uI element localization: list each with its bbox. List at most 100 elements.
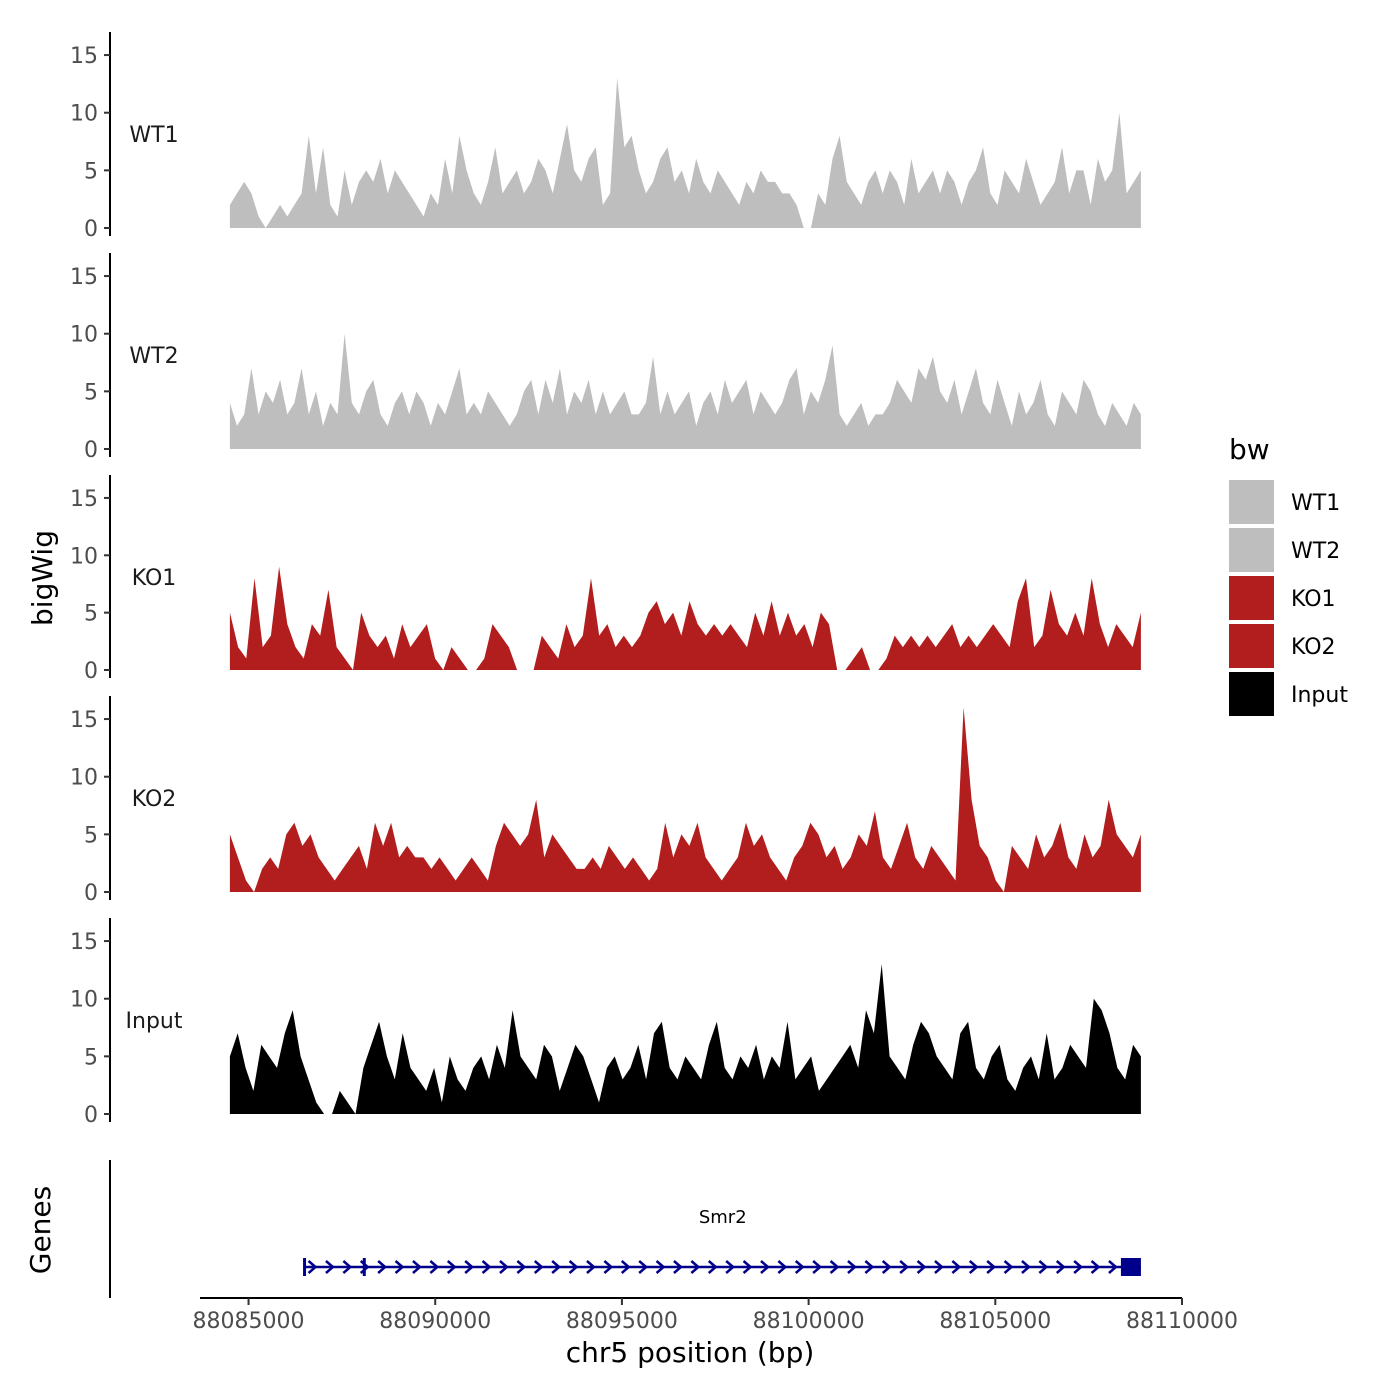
legend-swatch-wt2: [1229, 528, 1274, 572]
legend-label-input: Input: [1291, 683, 1348, 708]
y-tick-label: 15: [70, 44, 98, 69]
legend-items: WT1 WT2 KO1 KO2 Input: [1229, 480, 1348, 716]
y-tick-label: 0: [84, 217, 98, 242]
genes-panel-title: Genes: [24, 1186, 57, 1274]
gene-strand-chevron: [864, 1260, 875, 1274]
x-tick-label: 88085000: [193, 1309, 305, 1334]
y-tick-label: 0: [84, 659, 98, 684]
coverage-area-input: [229, 964, 1141, 1114]
gene-strand-chevron: [603, 1260, 614, 1274]
coverage-area-ko2: [229, 707, 1141, 892]
gene-strand-chevron: [429, 1260, 440, 1274]
track-label: KO2: [132, 787, 177, 812]
y-tick-label: 5: [84, 380, 98, 405]
gene-strand-chevron: [551, 1260, 562, 1274]
tracks-group: 0 5 10 15 WT1 0 5 10 15 WT2 0 5 10 15 KO1 0 5 10 15 KO2 0 5 10…: [70, 32, 1141, 1128]
gene-exon: [362, 1258, 366, 1276]
legend-label-ko2: KO2: [1291, 635, 1336, 660]
y-tick-label: 10: [70, 323, 98, 348]
x-axis-title: chr5 position (bp): [566, 1336, 815, 1369]
gene-exon: [303, 1258, 307, 1276]
y-axis-title: bigWig: [26, 530, 59, 626]
legend-label-ko1: KO1: [1291, 587, 1336, 612]
y-tick-label: 10: [70, 988, 98, 1013]
gene-strand-chevron: [412, 1260, 422, 1274]
y-tick-label: 10: [70, 102, 98, 127]
gene-strand-chevron: [829, 1260, 840, 1274]
legend-label-wt2: WT2: [1291, 539, 1340, 564]
track-input: 0 5 10 15 Input: [70, 918, 1141, 1128]
legend-swatch-ko2: [1229, 624, 1274, 668]
y-tick-label: 15: [70, 265, 98, 290]
gene-strand-chevron: [1038, 1260, 1049, 1274]
gene-strand-chevron: [673, 1260, 683, 1274]
y-tick-label: 5: [84, 159, 98, 184]
gene-strand-chevron: [934, 1260, 944, 1274]
y-tick-label: 5: [84, 602, 98, 627]
legend: bw WT1 WT2 KO1 KO2 Input: [1229, 433, 1348, 716]
gene-strand-chevron: [586, 1260, 596, 1274]
gene-strand-chevron: [881, 1260, 892, 1274]
y-tick-label: 0: [84, 881, 98, 906]
gene-strand-chevron: [725, 1260, 736, 1274]
gene-strand-chevron: [1090, 1260, 1101, 1274]
gene-strand-chevron: [446, 1260, 457, 1274]
track-label: KO1: [132, 566, 177, 591]
x-tick-label: 88090000: [379, 1309, 491, 1334]
x-tick-label: 88105000: [939, 1309, 1051, 1334]
y-tick-label: 10: [70, 544, 98, 569]
gene-strand-chevron: [847, 1260, 857, 1274]
gene-strand-chevron: [794, 1260, 805, 1274]
gene-strand-chevron: [533, 1260, 544, 1274]
gene-strand-chevron: [377, 1260, 388, 1274]
y-tick-label: 0: [84, 438, 98, 463]
gene-strand-chevron: [1073, 1260, 1084, 1274]
y-tick-label: 15: [70, 487, 98, 512]
gene-strand-chevron: [1055, 1260, 1066, 1274]
gene-strand-chevron: [951, 1260, 962, 1274]
y-tick-label: 10: [70, 766, 98, 791]
track-label: Input: [126, 1009, 183, 1034]
gene-strand-chevron: [707, 1260, 718, 1274]
x-tick-label: 88110000: [1126, 1309, 1238, 1334]
gene-strand-chevron: [968, 1260, 979, 1274]
gene-strand-chevron: [986, 1260, 997, 1274]
track-ko2: 0 5 10 15 KO2: [70, 696, 1141, 906]
gene-strand-chevron: [1021, 1260, 1031, 1274]
track-ko1: 0 5 10 15 KO1: [70, 475, 1141, 684]
y-tick-label: 15: [70, 930, 98, 955]
gene-strand-chevron: [394, 1260, 405, 1274]
track-label: WT2: [129, 344, 178, 369]
gene-strand-chevron: [812, 1260, 823, 1274]
gene-strand-chevron: [499, 1260, 509, 1274]
legend-swatch-input: [1229, 672, 1274, 716]
y-tick-label: 5: [84, 1045, 98, 1070]
coverage-area-wt2: [229, 333, 1141, 449]
gene-strand-chevron: [638, 1260, 649, 1274]
gene-strand-chevron: [516, 1260, 527, 1274]
gene-strand-chevron: [760, 1260, 770, 1274]
y-tick-label: 5: [84, 823, 98, 848]
gene-strand-chevron: [690, 1260, 701, 1274]
y-tick-label: 15: [70, 708, 98, 733]
coverage-area-ko1: [229, 566, 1141, 670]
gene-strand-chevron: [1108, 1260, 1118, 1274]
track-wt2: 0 5 10 15 WT2: [70, 253, 1141, 463]
y-tick-label: 0: [84, 1103, 98, 1128]
track-label: WT1: [129, 123, 178, 148]
track-wt1: 0 5 10 15 WT1: [70, 32, 1141, 242]
x-ticks: 88085000 88090000 88095000 88100000 88105000…: [193, 1298, 1238, 1334]
gene-strand-chevron: [307, 1260, 318, 1274]
gene-strand-chevron: [655, 1260, 666, 1274]
gene-strand-chevron: [916, 1260, 927, 1274]
gene-strand-chevron: [481, 1260, 492, 1274]
gene-strand-chevron: [325, 1260, 335, 1274]
legend-title: bw: [1229, 433, 1270, 466]
gene-exon: [1120, 1258, 1141, 1276]
gene-strand-chevron: [620, 1260, 631, 1274]
legend-swatch-ko1: [1229, 576, 1274, 620]
gene-marks: Smr2: [303, 1207, 1141, 1276]
gene-name-label: Smr2: [699, 1207, 747, 1228]
gene-strand-chevron: [464, 1260, 475, 1274]
x-tick-label: 88100000: [753, 1309, 865, 1334]
